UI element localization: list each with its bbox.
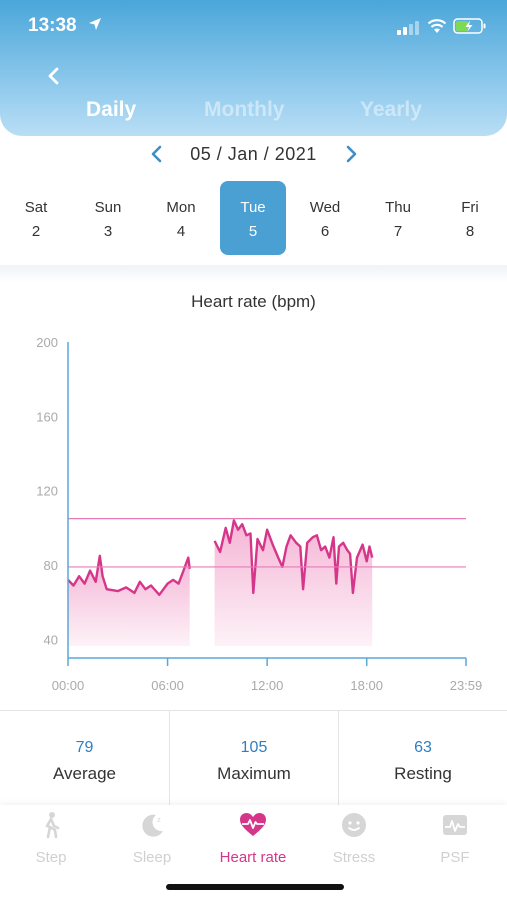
nav-heart-rate[interactable]: Heart rate xyxy=(203,811,303,866)
y-tick-label: 40 xyxy=(44,632,58,647)
day-tue-selected[interactable]: Tue 5 xyxy=(220,181,286,255)
tab-daily[interactable]: Daily xyxy=(86,98,137,121)
y-tick-label: 160 xyxy=(36,409,58,424)
heart-rate-area xyxy=(214,520,373,646)
day-number: 3 xyxy=(103,223,113,240)
home-indicator xyxy=(166,884,344,890)
stat-maximum: 105 Maximum xyxy=(169,711,338,809)
status-bar: 13:38 xyxy=(0,0,507,50)
face-icon xyxy=(342,813,366,837)
nav-label: Step xyxy=(35,849,67,866)
day-number: 5 xyxy=(248,223,258,240)
stat-value: 63 xyxy=(414,739,432,756)
day-thu[interactable]: Thu 7 xyxy=(365,181,431,255)
day-name: Sat xyxy=(24,199,48,216)
wifi-icon xyxy=(427,19,447,33)
section-divider xyxy=(0,265,507,283)
stat-value: 79 xyxy=(75,739,94,756)
location-arrow-icon xyxy=(89,18,101,30)
y-tick-label: 120 xyxy=(36,484,58,499)
battery-charging-icon xyxy=(453,18,486,34)
current-date: 05 / Jan / 2021 xyxy=(190,144,317,164)
day-name: Sun xyxy=(94,199,122,216)
tab-yearly[interactable]: Yearly xyxy=(360,98,422,121)
day-number: 7 xyxy=(393,223,403,240)
nav-sleep[interactable]: z Sleep xyxy=(102,811,202,866)
stat-label: Average xyxy=(52,764,116,783)
week-strip: Sat 2 Sun 3 Mon 4 Tue 5 Wed 6 Thu 7 Fri … xyxy=(0,178,507,262)
x-tick-label: 12:00 xyxy=(251,678,284,693)
status-time: 13:38 xyxy=(28,15,77,36)
chevron-right-icon[interactable] xyxy=(342,144,360,164)
stat-label: Maximum xyxy=(217,764,291,783)
nav-label: PSF xyxy=(440,849,470,866)
day-name: Mon xyxy=(166,199,196,216)
nav-step[interactable]: Step xyxy=(1,811,101,866)
day-sat[interactable]: Sat 2 xyxy=(3,181,69,255)
stat-label: Resting xyxy=(394,764,452,783)
day-mon[interactable]: Mon 4 xyxy=(148,181,214,255)
nav-label: Heart rate xyxy=(219,849,287,866)
day-number: 6 xyxy=(320,223,330,240)
heart-rate-line xyxy=(213,519,374,595)
x-tick-label: 23:59 xyxy=(450,678,483,693)
day-sun[interactable]: Sun 3 xyxy=(75,181,141,255)
moon-icon: z xyxy=(142,814,163,837)
nav-stress[interactable]: Stress xyxy=(304,811,404,866)
heart-icon xyxy=(240,813,266,836)
x-tick-label: 18:00 xyxy=(350,678,383,693)
tab-monthly[interactable]: Monthly xyxy=(204,98,285,121)
heart-rate-line xyxy=(67,554,191,596)
back-button[interactable] xyxy=(40,62,68,90)
day-name: Tue xyxy=(240,199,266,216)
x-tick-label: 06:00 xyxy=(151,678,184,693)
header: 13:38 Daily Monthly Yearly xyxy=(0,0,507,136)
pulse-icon xyxy=(443,815,467,835)
heart-rate-area xyxy=(68,555,190,646)
day-number: 8 xyxy=(465,223,475,240)
x-tick-label: 00:00 xyxy=(52,678,85,693)
day-number: 4 xyxy=(176,223,186,240)
stat-resting: 63 Resting xyxy=(338,711,507,809)
day-number: 2 xyxy=(31,223,41,240)
stats-panel: 79 Average 105 Maximum 63 Resting xyxy=(0,710,507,810)
nav-psf[interactable]: PSF xyxy=(405,811,505,866)
day-name: Thu xyxy=(385,199,411,216)
cellular-signal-icon xyxy=(397,21,419,35)
y-tick-label: 200 xyxy=(36,335,58,350)
nav-label: Stress xyxy=(332,849,376,866)
heart-rate-chart: 40 80 120 160 200 00:00 06:00 12:00 18:00 23:59 xyxy=(36,335,483,693)
y-tick-label: 80 xyxy=(44,558,58,573)
day-wed[interactable]: Wed 6 xyxy=(292,181,358,255)
day-fri[interactable]: Fri 8 xyxy=(437,181,503,255)
period-tabs: Daily Monthly Yearly xyxy=(0,98,507,132)
day-name: Fri xyxy=(461,199,479,216)
stat-value: 105 xyxy=(240,739,268,756)
stat-average: 79 Average xyxy=(0,711,169,809)
day-name: Wed xyxy=(309,199,341,216)
chevron-left-icon[interactable] xyxy=(148,144,166,164)
chart-title: Heart rate (bpm) xyxy=(191,292,316,311)
date-navigator: 05 / Jan / 2021 xyxy=(0,140,507,170)
walk-icon xyxy=(45,812,60,839)
svg-text:z: z xyxy=(157,816,161,824)
nav-label: Sleep xyxy=(132,849,172,866)
